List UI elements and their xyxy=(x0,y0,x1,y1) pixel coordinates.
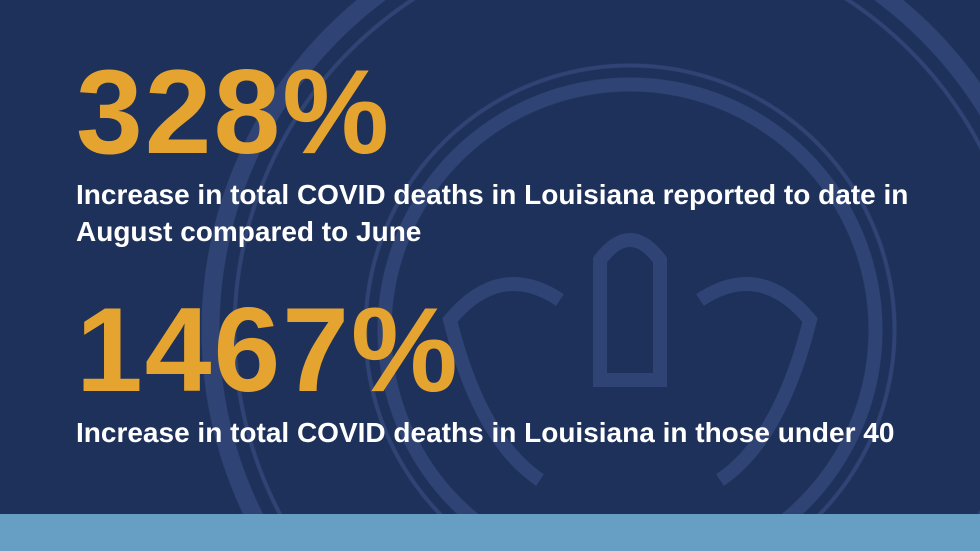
pelican-emblem-watermark xyxy=(442,233,818,486)
stat-description: Increase in total COVID deaths in Louisi… xyxy=(76,179,909,247)
stat-block-total-increase: 328% Increase in total COVID deaths in L… xyxy=(76,52,916,250)
stat-value: 1467% xyxy=(76,283,460,417)
stat-block-under-40-increase: 1467% Increase in total COVID deaths in … xyxy=(76,290,896,451)
stat-description: Increase in total COVID deaths in Louisi… xyxy=(76,417,895,448)
stat-value: 328% xyxy=(76,45,391,179)
footer-bar xyxy=(0,514,980,551)
